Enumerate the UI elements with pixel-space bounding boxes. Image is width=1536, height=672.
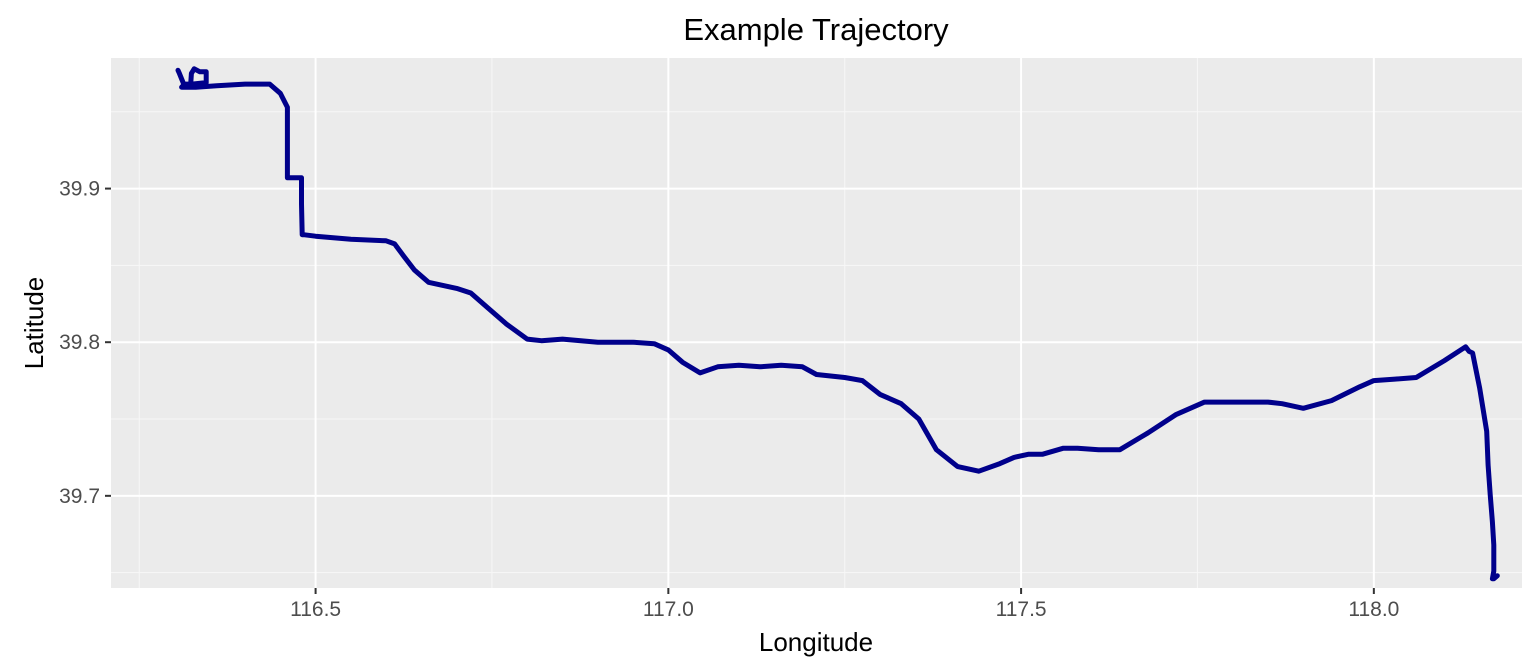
trajectory-line xyxy=(175,66,1500,582)
chart-title: Example Trajectory xyxy=(683,12,949,47)
x-axis-label: Longitude xyxy=(759,627,873,657)
y-axis-ticks: 39.7 39.8 39.9 xyxy=(59,178,111,508)
y-tick-label: 39.8 xyxy=(59,331,100,354)
y-tick-label: 39.9 xyxy=(59,178,100,201)
x-tick-label: 116.5 xyxy=(290,598,341,621)
series-layer xyxy=(175,66,1500,582)
y-tick-label: 39.7 xyxy=(59,485,100,508)
minor-gridlines xyxy=(111,58,1522,588)
x-tick-label: 118.0 xyxy=(1348,598,1399,621)
major-gridlines xyxy=(111,58,1522,588)
x-tick-label: 117.0 xyxy=(643,598,694,621)
x-tick-label: 117.5 xyxy=(996,598,1047,621)
x-axis-ticks: 116.5 117.0 117.5 118.0 xyxy=(290,588,1399,621)
y-axis-label: Latitude xyxy=(19,277,49,370)
plot-background xyxy=(111,58,1522,588)
